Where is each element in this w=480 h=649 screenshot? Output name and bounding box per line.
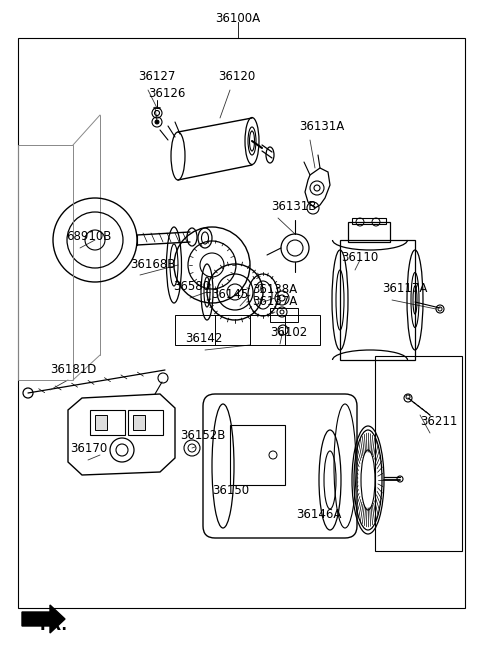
Bar: [348, 222, 390, 242]
Bar: [18, 38, 465, 608]
Bar: [175, 315, 320, 345]
Text: 36126: 36126: [148, 87, 185, 100]
Text: 36120: 36120: [218, 70, 255, 83]
Text: 36117A: 36117A: [382, 282, 427, 295]
Text: 36131A: 36131A: [299, 120, 344, 133]
Text: 36152B: 36152B: [180, 429, 226, 442]
Text: 36110: 36110: [341, 251, 378, 264]
Bar: [352, 218, 386, 224]
Text: FR.: FR.: [40, 617, 68, 633]
Text: 36137A: 36137A: [252, 295, 297, 308]
Polygon shape: [22, 605, 65, 633]
Text: 36145: 36145: [211, 288, 248, 301]
Text: 36146A: 36146A: [296, 508, 341, 521]
Bar: [270, 308, 298, 322]
Bar: [340, 240, 415, 360]
Text: 68910B: 68910B: [66, 230, 111, 243]
Bar: [375, 356, 462, 551]
Text: 36170: 36170: [70, 442, 107, 455]
Text: 36142: 36142: [185, 332, 222, 345]
Bar: [90, 410, 125, 435]
Text: 36580: 36580: [173, 280, 210, 293]
Text: 36168B: 36168B: [130, 258, 175, 271]
Text: 36150: 36150: [212, 484, 249, 497]
Bar: [230, 425, 285, 485]
Circle shape: [155, 120, 159, 124]
FancyBboxPatch shape: [203, 394, 357, 538]
Text: 36211: 36211: [420, 415, 457, 428]
Text: 36181D: 36181D: [50, 363, 96, 376]
Bar: [133, 415, 145, 430]
Text: 36102: 36102: [270, 326, 307, 339]
Text: 36100A: 36100A: [216, 12, 261, 25]
Bar: [128, 410, 163, 435]
Text: 36131B: 36131B: [271, 200, 316, 213]
Text: 36127: 36127: [138, 70, 175, 83]
Bar: [95, 415, 107, 430]
Text: 36138A: 36138A: [252, 283, 297, 296]
